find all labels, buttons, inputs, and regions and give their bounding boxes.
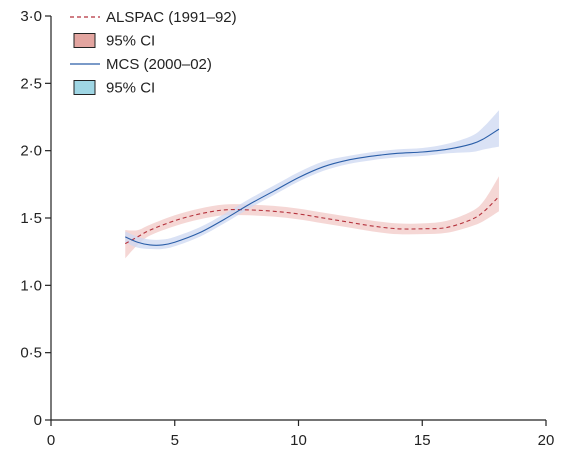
y-tick-label: 1·0 [20, 277, 42, 294]
y-tick-label: 3·0 [20, 8, 42, 25]
legend-label: ALSPAC (1991–92) [106, 9, 237, 26]
confidence-bands [125, 110, 499, 259]
legend-label: 95% CI [106, 33, 155, 50]
x-tick-label: 15 [414, 432, 431, 449]
y-tick-label: 2·5 [20, 75, 42, 92]
y-tick-label: 0 [34, 412, 42, 429]
legend-label: 95% CI [106, 80, 155, 97]
mcs-series-line [125, 128, 500, 246]
y-tick-label: 2·0 [20, 143, 42, 160]
legend-label: MCS (2000–02) [106, 56, 212, 73]
series-lines [124, 128, 500, 246]
x-tick-label: 5 [171, 432, 179, 449]
x-tick-label: 0 [47, 432, 55, 449]
y-axis-ticks: 0 0·5 1·0 1·5 2·0 2·5 3·0 [20, 8, 51, 429]
legend-ci-swatch [73, 80, 96, 95]
y-tick-label: 0·5 [20, 345, 42, 362]
y-tick-label: 1·5 [20, 210, 42, 227]
legend: ALSPAC (1991–92) 95% CI MCS (2000–02) 95% C… [70, 9, 237, 97]
x-tick-label: 10 [290, 432, 307, 449]
x-tick-label: 20 [538, 432, 555, 449]
alspac-ci-band [125, 176, 499, 259]
alspac-series-line [124, 196, 500, 245]
x-axis-ticks: 0 5 10 15 20 [47, 420, 555, 449]
legend-ci-swatch [73, 33, 96, 48]
